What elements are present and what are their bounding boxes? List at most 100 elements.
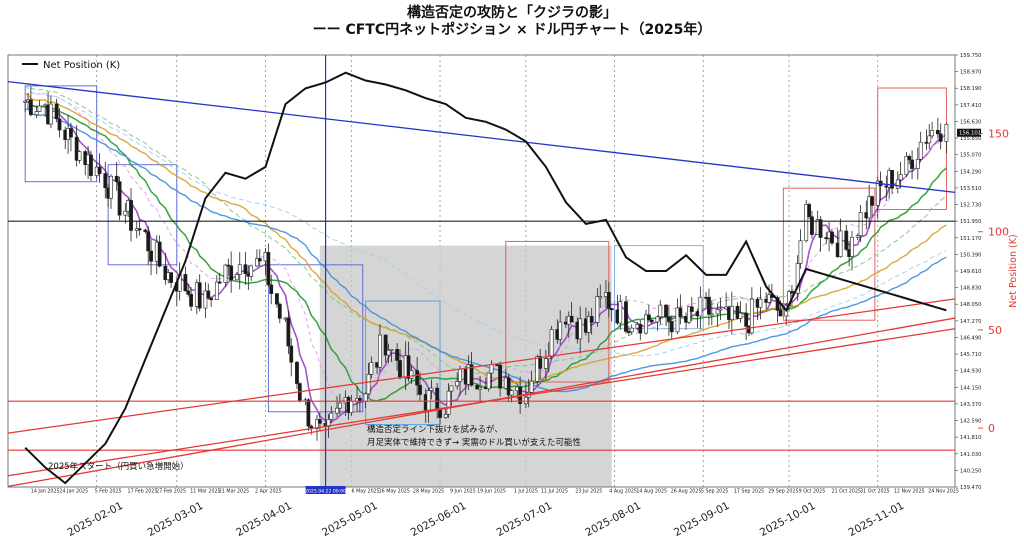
candle-body (54, 103, 59, 120)
candle-body (329, 412, 334, 420)
candle-body (183, 274, 188, 292)
candle-body (203, 290, 208, 309)
candle-body (595, 296, 600, 323)
candle-body (335, 407, 339, 414)
date-tick-label: 4 Aug 2025 (609, 489, 637, 495)
candle-body (558, 321, 563, 340)
date-tick-label: 14 Aug 2025 (636, 489, 667, 495)
candle-body (875, 180, 880, 206)
candle-body (366, 374, 371, 395)
candle-body (317, 419, 322, 424)
month-label: 2025-05-01 (320, 500, 380, 539)
candle-body (910, 159, 914, 169)
candle-body (529, 380, 534, 393)
candle-body (810, 216, 814, 235)
candle-body (666, 316, 671, 322)
candle-body (443, 414, 448, 418)
candle-body (389, 349, 394, 351)
candle-body (489, 364, 494, 374)
net-position-tick-label: 0 (988, 422, 995, 435)
date-tick-label: 24 Jan 2025 (59, 489, 88, 495)
date-tick-label: 5 Sep 2025 (701, 489, 728, 495)
candle-body (326, 419, 331, 427)
candle-body (718, 308, 723, 311)
candle-body (858, 212, 863, 237)
candle-body (535, 356, 540, 382)
date-tick-label: 23 Jul 2025 (575, 489, 602, 495)
candle-body (249, 265, 254, 277)
candle-body (49, 103, 53, 125)
date-tick-label: 31 Oct 2025 (860, 489, 890, 495)
price-tick-label: 157.410 (960, 103, 981, 109)
candle-body (255, 258, 259, 267)
candle-body (114, 175, 119, 182)
candle-body (749, 298, 754, 334)
date-tick-label: 17 Sep 2025 (734, 489, 764, 495)
moving-average-line-6 (25, 87, 947, 357)
month-label: 2025-02-01 (66, 500, 126, 539)
candle-body (57, 118, 62, 131)
candle-body (77, 151, 82, 161)
candle-body (870, 196, 874, 206)
price-tick-label: 143.370 (960, 402, 981, 408)
candle-body (738, 312, 743, 319)
candle-body (369, 362, 374, 375)
price-tick-label: 159.750 (960, 53, 981, 59)
price-tick-label: 149.610 (960, 269, 981, 275)
candle-body (146, 231, 151, 252)
candle-body (315, 419, 319, 429)
current-price-marker (957, 128, 981, 137)
date-tick-label: 6 May 2025 (352, 489, 380, 495)
candle-body (435, 387, 440, 410)
candle-body (549, 329, 554, 357)
candle-body (306, 399, 311, 427)
price-tick-label: 148.050 (960, 302, 981, 308)
candle-body (363, 393, 368, 402)
candle-body (838, 230, 843, 257)
candle-body (455, 381, 460, 387)
candle-body (257, 258, 262, 262)
price-tick-label: 155.850 (960, 136, 981, 142)
moving-average-line-1 (25, 87, 947, 403)
price-tick-label: 158.190 (960, 86, 981, 92)
candle-body (446, 390, 451, 415)
candle-body (237, 264, 242, 275)
moving-average-line-3 (25, 82, 947, 374)
range-box-3 (365, 300, 441, 426)
candle-body (709, 313, 714, 316)
candle-body (69, 128, 73, 138)
candle-body (830, 231, 834, 244)
candle-body (415, 370, 420, 386)
month-label: 2025-11-01 (847, 500, 907, 539)
candle-body (269, 284, 274, 294)
date-tick-label: 2 Apr 2025 (255, 489, 282, 495)
price-tick-label: 154.290 (960, 169, 981, 175)
candle-body (295, 361, 299, 384)
moving-average-line-5 (25, 108, 947, 393)
net-position-tick-label: 150 (988, 128, 1009, 141)
candle-body (898, 174, 903, 181)
candle-body (609, 308, 614, 311)
candle-body (675, 307, 680, 333)
date-tick-label: 21 Mar 2025 (219, 489, 249, 495)
candle-body (735, 305, 740, 319)
price-tick-label: 151.950 (960, 219, 981, 225)
candle-body (890, 170, 894, 189)
date-tick-label: 11 Jul 2025 (541, 489, 568, 495)
candle-body (850, 236, 854, 257)
range-box-layer (24, 85, 947, 426)
candle-body (109, 175, 113, 199)
price-tick-label: 147.270 (960, 319, 981, 325)
price-tick-label: 145.710 (960, 352, 981, 358)
candle-body (458, 369, 462, 382)
moving-average-line-4 (25, 93, 947, 384)
price-tick-label: 152.730 (960, 203, 981, 209)
candle-body (669, 321, 674, 333)
candle-body (149, 250, 153, 262)
candle-body (509, 390, 514, 396)
date-tick-label: 28 May 2025 (413, 489, 444, 495)
candle-body (378, 334, 382, 368)
candle-body (895, 179, 900, 189)
candle-body (855, 235, 860, 238)
candle-body (767, 294, 771, 303)
